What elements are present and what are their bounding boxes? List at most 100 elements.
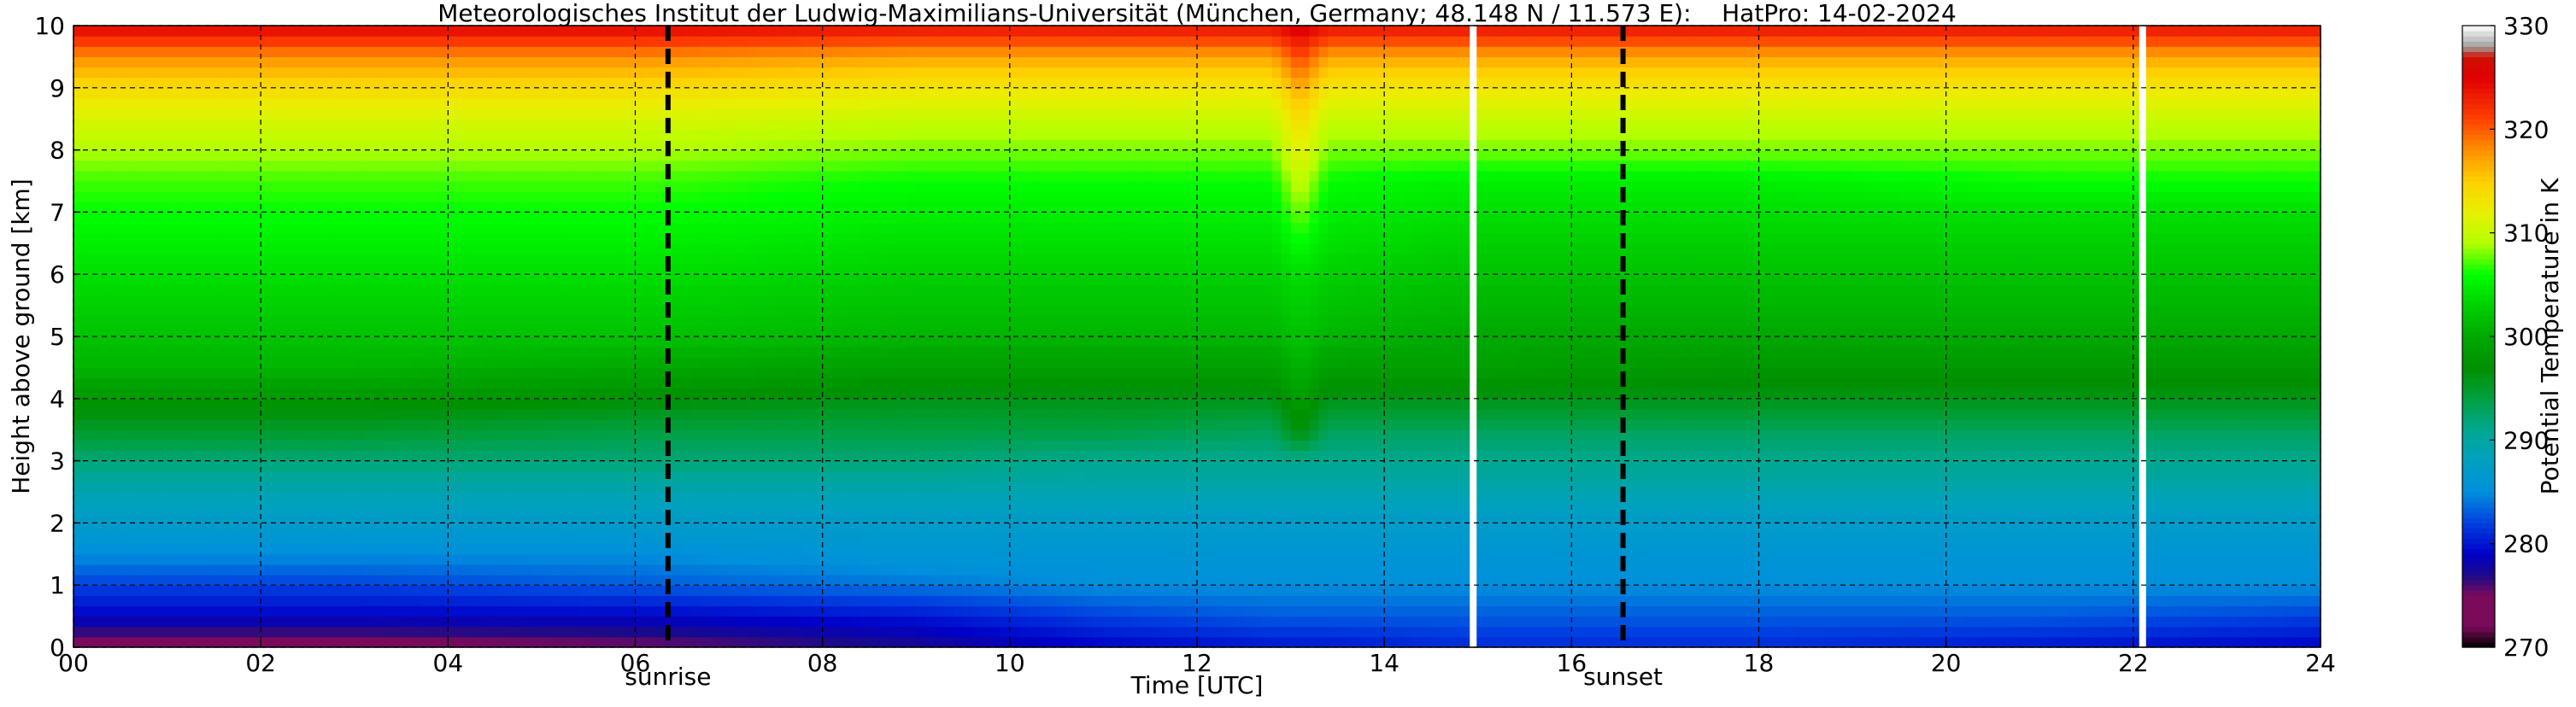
heatmap-cell <box>597 325 608 337</box>
heatmap-cell <box>775 139 786 151</box>
heatmap-cell <box>504 553 514 565</box>
heatmap-cell <box>438 450 449 462</box>
heatmap-cell <box>822 212 833 224</box>
heatmap-cell <box>82 97 93 109</box>
heatmap-cell <box>495 367 505 379</box>
heatmap-cell <box>719 191 730 202</box>
heatmap-cell <box>672 56 683 68</box>
heatmap-cell <box>523 357 533 368</box>
heatmap-cell <box>616 408 627 420</box>
heatmap-cell <box>466 212 477 224</box>
heatmap-cell <box>644 242 655 254</box>
heatmap-cell <box>401 160 412 172</box>
heatmap-cell <box>73 450 84 462</box>
heatmap-cell <box>429 305 439 317</box>
heatmap-cell <box>73 357 84 368</box>
heatmap-cell <box>701 626 711 638</box>
heatmap-cell <box>344 575 355 586</box>
heatmap-cell <box>110 605 121 617</box>
heatmap-cell <box>270 191 280 202</box>
heatmap-cell <box>448 284 458 296</box>
heatmap-cell <box>82 388 93 400</box>
heatmap-cell <box>560 450 571 462</box>
heatmap-cell <box>644 450 655 462</box>
heatmap-cell <box>401 512 412 523</box>
heatmap-cell <box>635 636 646 648</box>
heatmap-cell <box>298 274 308 285</box>
heatmap-cell <box>242 492 252 503</box>
heatmap-cell <box>82 181 93 192</box>
heatmap-cell <box>738 160 748 172</box>
heatmap-cell <box>110 585 121 596</box>
heatmap-cell <box>663 181 673 192</box>
heatmap-cell <box>495 295 505 307</box>
heatmap-cell <box>195 512 206 523</box>
heatmap-cell <box>635 77 646 89</box>
heatmap-cell <box>513 202 524 213</box>
heatmap-cell <box>101 626 112 638</box>
heatmap-cell <box>223 460 233 472</box>
heatmap-cell <box>635 502 646 513</box>
heatmap-cell <box>176 450 187 462</box>
heatmap-cell <box>298 212 308 224</box>
heatmap-cell <box>138 315 150 327</box>
heatmap-cell <box>588 553 599 565</box>
heatmap-cell <box>242 481 252 493</box>
heatmap-cell <box>420 616 431 628</box>
heatmap-cell <box>578 26 590 37</box>
heatmap-cell <box>625 264 637 275</box>
heatmap-cell <box>831 398 842 410</box>
heatmap-cell <box>120 97 131 109</box>
heatmap-cell <box>756 585 767 596</box>
heatmap-cell <box>373 170 384 182</box>
heatmap-cell <box>214 533 224 545</box>
heatmap-cell <box>701 295 711 307</box>
heatmap-cell <box>289 481 299 493</box>
heatmap-cell <box>373 160 384 172</box>
heatmap-cell <box>476 523 486 535</box>
heatmap-cell <box>373 36 384 47</box>
heatmap-cell <box>504 170 514 182</box>
heatmap-cell <box>167 26 178 37</box>
heatmap-cell <box>429 585 439 596</box>
heatmap-cell <box>504 97 514 109</box>
heatmap-cell <box>214 305 224 317</box>
heatmap-cell <box>195 46 206 57</box>
heatmap-cell <box>541 533 552 545</box>
heatmap-cell <box>289 139 299 151</box>
heatmap-cell <box>850 605 861 617</box>
heatmap-cell <box>316 170 327 182</box>
heatmap-cell <box>354 284 365 296</box>
heatmap-cell <box>110 222 121 234</box>
heatmap-cell <box>644 543 655 555</box>
heatmap-cell <box>382 440 393 452</box>
heatmap-cell <box>513 388 524 400</box>
heatmap-cell <box>316 377 327 389</box>
heatmap-cell <box>476 492 486 503</box>
heatmap-cell <box>841 56 852 68</box>
heatmap-cell <box>485 605 496 617</box>
heatmap-cell <box>195 398 206 410</box>
heatmap-cell <box>401 616 412 628</box>
heatmap-cell <box>261 202 271 213</box>
heatmap-cell <box>298 533 308 545</box>
heatmap-cell <box>279 67 290 79</box>
heatmap-cell <box>298 284 308 296</box>
heatmap-cell <box>195 564 206 576</box>
heatmap-cell <box>738 87 748 99</box>
heatmap-cell <box>578 626 590 638</box>
heatmap-cell <box>73 408 84 420</box>
heatmap-cell <box>251 191 261 202</box>
heatmap-cell <box>354 481 365 493</box>
heatmap-cell <box>607 212 618 224</box>
heatmap-cell <box>73 595 84 607</box>
heatmap-cell <box>466 129 477 141</box>
heatmap-cell <box>597 440 608 452</box>
heatmap-cell <box>101 202 112 213</box>
heatmap-cell <box>279 325 290 337</box>
heatmap-cell <box>214 295 224 307</box>
heatmap-cell <box>588 222 599 234</box>
heatmap-cell <box>448 36 458 47</box>
heatmap-cell <box>803 595 814 607</box>
heatmap-cell <box>625 564 637 576</box>
